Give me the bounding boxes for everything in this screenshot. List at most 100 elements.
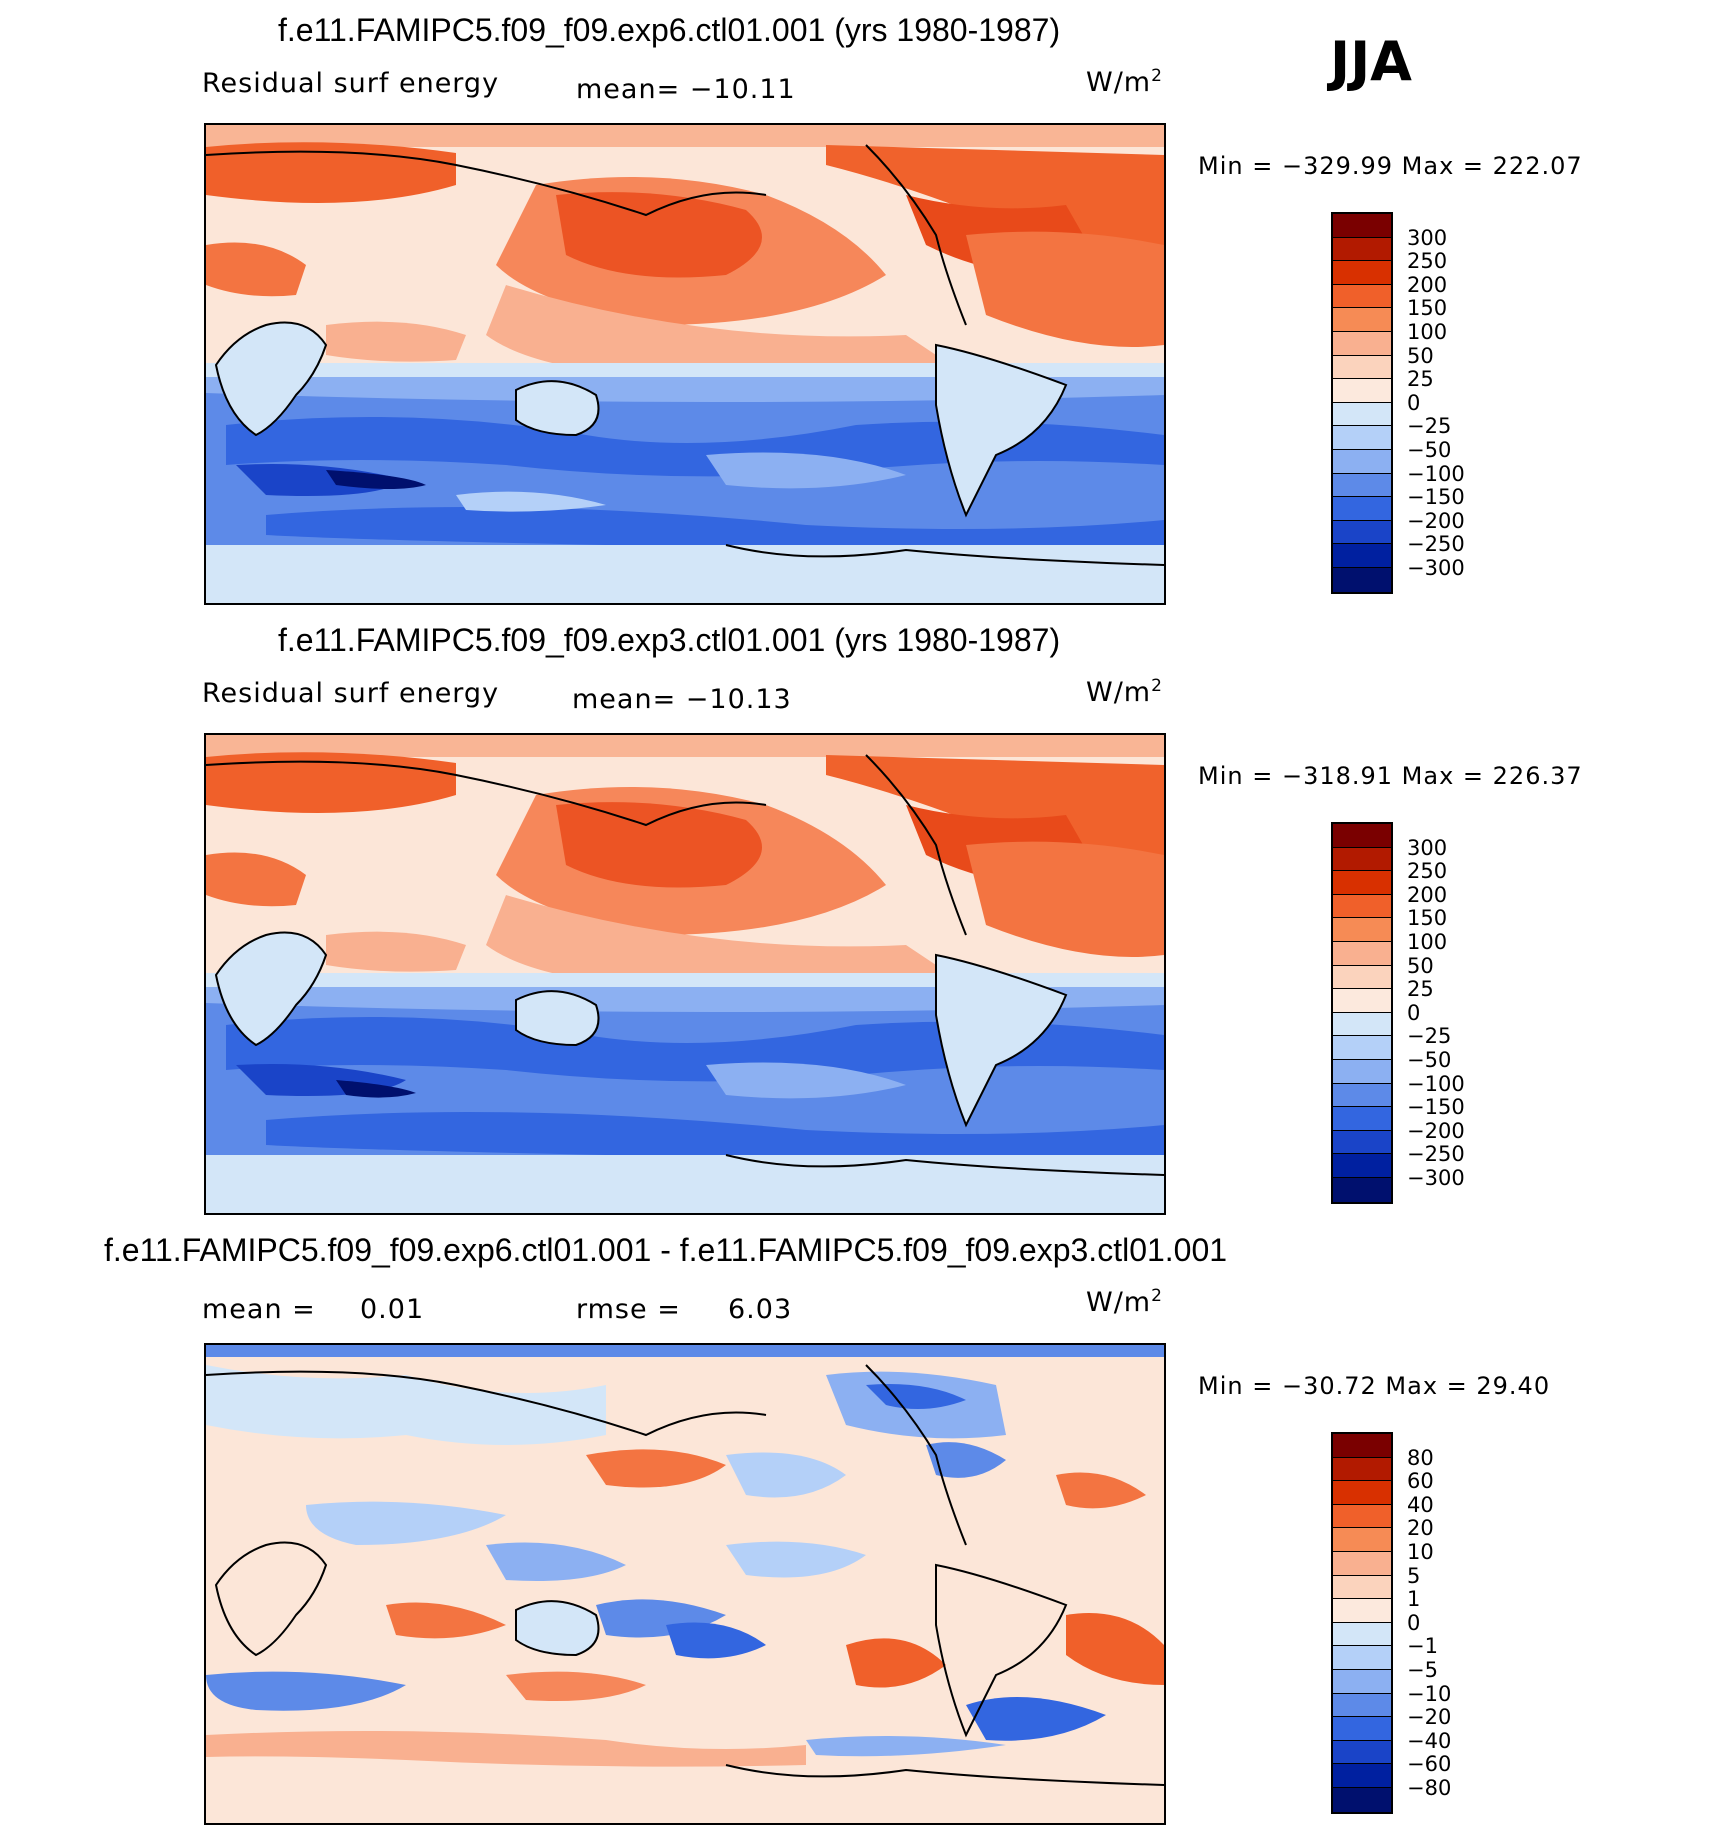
colorbar-tick-label: −50 [1407, 438, 1452, 462]
colorbar-tick-label: 200 [1407, 882, 1448, 907]
panel3-colorbar [1331, 1432, 1393, 1814]
colorbar-swatch [1333, 261, 1391, 285]
colorbar-swatch [1333, 1717, 1391, 1741]
colorbar-tick-label: 10 [1407, 1540, 1434, 1564]
panel1-minmax: Min = −329.99 Max = 222.07 [1198, 152, 1583, 180]
colorbar-swatch [1333, 1622, 1391, 1647]
colorbar-tick-label: −150 [1407, 485, 1465, 510]
colorbar-swatch [1333, 1036, 1391, 1060]
colorbar-tick-label: 300 [1407, 835, 1448, 860]
colorbar-swatch [1333, 965, 1391, 990]
colorbar-tick-label: 25 [1407, 977, 1434, 1002]
colorbar-tick-label: −1 [1407, 1634, 1438, 1659]
colorbar-swatch [1333, 449, 1391, 474]
colorbar-swatch [1333, 941, 1391, 966]
panel1-variable-label: Residual surf energy [202, 68, 500, 99]
colorbar-swatch [1333, 355, 1391, 380]
colorbar-swatch [1333, 1599, 1391, 1623]
colorbar-tick-label: −150 [1407, 1095, 1465, 1120]
colorbar-tick-label: 0 [1407, 1610, 1421, 1635]
colorbar-tick-label: 250 [1407, 859, 1448, 884]
colorbar-swatch [1333, 1154, 1391, 1178]
colorbar-tick-label: −25 [1407, 1024, 1452, 1049]
panel3-rmse-value: 6.03 [728, 1294, 793, 1325]
panel3-rmse-label: rmse = [576, 1294, 681, 1325]
panel2-colorbar [1331, 822, 1393, 1204]
colorbar-tick-label: −10 [1407, 1681, 1452, 1706]
panel1-unit: W/m2 [1086, 66, 1163, 98]
colorbar-tick-label: −100 [1407, 1071, 1465, 1096]
panel2-variable-label: Residual surf energy [202, 678, 500, 709]
colorbar-tick-label: 200 [1407, 272, 1448, 297]
colorbar-tick-label: −80 [1407, 1776, 1452, 1800]
colorbar-swatch [1333, 1669, 1391, 1694]
colorbar-tick-label: 1 [1407, 1587, 1421, 1612]
colorbar-tick-label: 0 [1407, 1000, 1421, 1025]
colorbar-swatch [1333, 1059, 1391, 1084]
colorbar-swatch [1333, 1575, 1391, 1600]
colorbar-swatch [1333, 1551, 1391, 1576]
colorbar-swatch [1333, 1787, 1391, 1812]
colorbar-tick-label: −100 [1407, 461, 1465, 486]
colorbar-tick-label: 5 [1407, 1563, 1421, 1588]
colorbar-swatch [1333, 308, 1391, 332]
colorbar-tick-label: −300 [1407, 556, 1465, 580]
colorbar-swatch [1333, 989, 1391, 1013]
colorbar-swatch [1333, 1481, 1391, 1505]
colorbar-tick-label: 0 [1407, 390, 1421, 415]
colorbar-swatch [1333, 1434, 1391, 1458]
colorbar-swatch [1333, 1083, 1391, 1108]
panel3-map [204, 1343, 1166, 1825]
colorbar-tick-label: −200 [1407, 1118, 1465, 1143]
colorbar-tick-label: 150 [1407, 906, 1448, 931]
panel2-map [204, 733, 1166, 1215]
colorbar-tick-label: 50 [1407, 343, 1434, 368]
colorbar-tick-label: −250 [1407, 1142, 1465, 1167]
panel2-unit: W/m2 [1086, 676, 1163, 708]
colorbar-swatch [1333, 894, 1391, 919]
colorbar-swatch [1333, 237, 1391, 262]
colorbar-swatch [1333, 1646, 1391, 1670]
colorbar-tick-label: −250 [1407, 532, 1465, 557]
colorbar-tick-label: 60 [1407, 1469, 1434, 1494]
colorbar-swatch [1333, 567, 1391, 592]
panel3-mean-value: 0.01 [360, 1294, 425, 1325]
panel1-colorbar [1331, 212, 1393, 594]
panel3-title: f.e11.FAMIPC5.f09_f09.exp6.ctl01.001 - f… [104, 1232, 1228, 1268]
panel3-unit: W/m2 [1086, 1286, 1163, 1318]
colorbar-swatch [1333, 497, 1391, 521]
colorbar-swatch [1333, 1740, 1391, 1765]
colorbar-swatch [1333, 473, 1391, 498]
panel2-map-field [206, 735, 1164, 1213]
colorbar-tick-label: −60 [1407, 1752, 1452, 1777]
colorbar-swatch [1333, 379, 1391, 403]
panel3-mean-label: mean = [202, 1294, 316, 1325]
panel2-mean: mean= −10.13 [572, 684, 792, 715]
colorbar-swatch [1333, 1012, 1391, 1037]
colorbar-tick-label: −5 [1407, 1658, 1438, 1682]
colorbar-tick-label: −300 [1407, 1166, 1465, 1190]
colorbar-tick-label: −25 [1407, 414, 1452, 439]
colorbar-swatch [1333, 426, 1391, 450]
colorbar-tick-label: 80 [1407, 1445, 1434, 1470]
colorbar-tick-label: 20 [1407, 1516, 1434, 1541]
colorbar-tick-label: −40 [1407, 1728, 1452, 1753]
panel3-minmax: Min = −30.72 Max = 29.40 [1198, 1372, 1551, 1400]
colorbar-swatch [1333, 1764, 1391, 1788]
colorbar-swatch [1333, 1457, 1391, 1482]
colorbar-swatch [1333, 1130, 1391, 1155]
colorbar-tick-label: 100 [1407, 930, 1448, 954]
panel2-title: f.e11.FAMIPC5.f09_f09.exp3.ctl01.001 (yr… [278, 622, 1061, 658]
panel1-map [204, 123, 1166, 605]
colorbar-tick-label: 300 [1407, 225, 1448, 250]
panel1-title: f.e11.FAMIPC5.f09_f09.exp6.ctl01.001 (yr… [278, 12, 1061, 48]
panel1-map-field [206, 125, 1164, 603]
colorbar-tick-label: −200 [1407, 508, 1465, 533]
colorbar-swatch [1333, 1504, 1391, 1529]
colorbar-swatch [1333, 1528, 1391, 1552]
colorbar-swatch [1333, 918, 1391, 942]
colorbar-swatch [1333, 1177, 1391, 1202]
colorbar-tick-label: −20 [1407, 1705, 1452, 1730]
colorbar-tick-label: 250 [1407, 249, 1448, 274]
colorbar-tick-label: 100 [1407, 320, 1448, 344]
